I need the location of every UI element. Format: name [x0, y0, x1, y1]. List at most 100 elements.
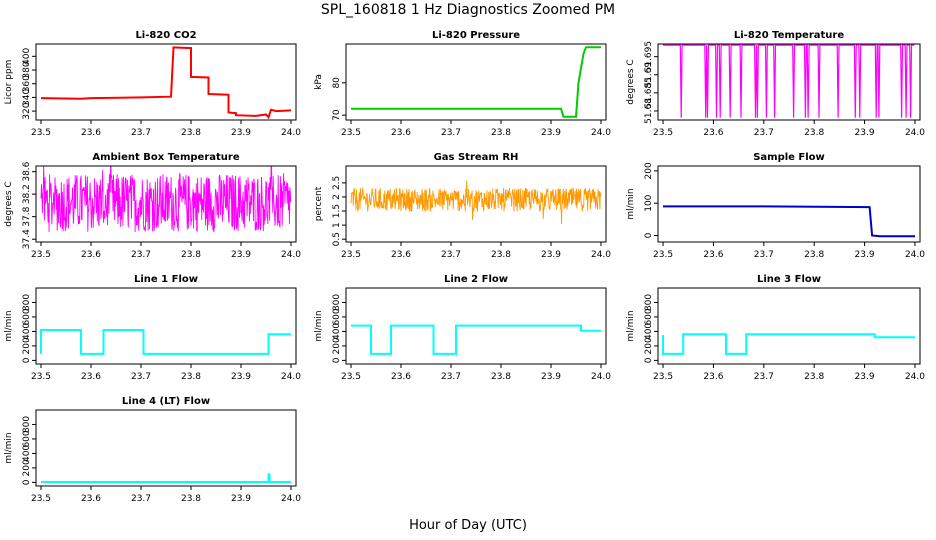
chart-line3: Line 3 Flow 23.5 23.6 23.7 23.8 23.9 24.0 0 2004… [626, 274, 925, 382]
y-axis-label: percent [314, 186, 324, 221]
plot-area [350, 180, 602, 225]
x-tick-label: 23.8 [181, 128, 201, 138]
x-tick-label: 23.7 [754, 372, 774, 382]
chart-title: Line 3 Flow [757, 274, 821, 285]
y-tick-label: 0 [332, 357, 342, 363]
chart-rh: Gas Stream RH 23.5 23.6 23.7 23.8 23.9 24.0 0.5… [314, 152, 611, 260]
x-tick-label: 24.0 [591, 372, 611, 382]
y-tick-label: 38.6 [22, 161, 32, 181]
x-tick-label: 23.9 [231, 128, 251, 138]
y-tick-label: 0 [22, 479, 32, 485]
y-tick-label: 100 [644, 194, 654, 211]
y-axis-label: ml/min [4, 432, 14, 463]
x-tick-label: 23.6 [703, 372, 723, 382]
plot-frame [35, 287, 297, 365]
plot-area [40, 166, 292, 233]
x-tick-label: 23.5 [31, 128, 51, 138]
x-tick-label: 23.7 [131, 128, 151, 138]
y-tick-label: 380 [22, 61, 32, 78]
x-tick-label: 23.6 [391, 128, 411, 138]
y-tick-label: 51.68 [644, 98, 654, 124]
x-tick-label: 24.0 [281, 372, 301, 382]
chart-title: Line 2 Flow [444, 274, 508, 285]
plot-area [663, 205, 915, 238]
y-tick-label: 0 [644, 357, 654, 363]
x-tick-label: 23.9 [541, 372, 561, 382]
chart-title: Sample Flow [753, 152, 825, 163]
y-tick-label: 38.2 [22, 184, 32, 204]
y-tick-label: 340 [22, 89, 32, 106]
y-tick-label: 51.695 [644, 41, 654, 73]
plot-area [40, 329, 291, 355]
x-tick-label: 23.8 [181, 250, 201, 260]
x-tick-label: 23.7 [131, 372, 151, 382]
plot-area [662, 44, 915, 118]
chart-line4: Line 4 (LT) Flow 23.5 23.6 23.7 23.8 23.9 24.0… [4, 396, 301, 504]
page-title: SPL_160818 1 Hz Diagnostics Zoomed PM [320, 2, 616, 18]
x-tick-label: 23.7 [131, 494, 151, 504]
plot-area [351, 324, 601, 355]
chart-ambient_temp: Ambient Box Temperature 23.5 23.6 23.7 23.8 2… [4, 152, 301, 260]
y-axis-label: degrees C [626, 59, 636, 104]
plot-frame [657, 287, 921, 365]
y-tick-label: 37.4 [22, 229, 32, 249]
y-tick-label: 200 [644, 337, 654, 354]
x-tick-label: 24.0 [281, 128, 301, 138]
x-tick-label: 23.7 [441, 128, 461, 138]
y-tick-label: 400 [332, 323, 342, 340]
x-tick-label: 23.8 [804, 128, 824, 138]
chart-title: Li-820 Pressure [432, 30, 520, 41]
x-tick-label: 23.8 [804, 372, 824, 382]
x-tick-label: 23.9 [231, 250, 251, 260]
y-tick-label: 600 [332, 308, 342, 325]
x-tick-label: 23.6 [703, 250, 723, 260]
x-tick-label: 23.8 [804, 250, 824, 260]
y-tick-label: 200 [332, 337, 342, 354]
chart-licor_temp: Li-820 Temperature 23.5 23.6 23.7 23.8 23.9 24… [626, 30, 925, 138]
y-tick-label: 800 [22, 294, 32, 311]
y-tick-label: 2.5 [332, 176, 342, 190]
y-tick-label: 70 [332, 109, 342, 121]
x-tick-label: 23.7 [754, 250, 774, 260]
chart-title: Ambient Box Temperature [92, 152, 239, 163]
plot-frame [345, 287, 607, 365]
series-line [41, 473, 291, 483]
plot-frame [657, 165, 921, 243]
chart-sample_flow: Sample Flow 23.5 23.6 23.7 23.8 23.9 24.0 0 100 2… [626, 152, 925, 260]
y-tick-label: 800 [22, 416, 32, 433]
y-tick-label: 200 [22, 337, 32, 354]
y-axis-label: Licor ppm [4, 60, 14, 105]
y-axis-label: degrees C [4, 181, 14, 226]
x-tick-label: 23.6 [81, 372, 101, 382]
y-tick-label: 200 [644, 162, 654, 179]
y-axis-label: ml/min [4, 310, 14, 341]
x-tick-label: 23.8 [181, 494, 201, 504]
y-tick-label: 400 [22, 323, 32, 340]
plot-frame [35, 409, 297, 487]
x-tick-label: 23.6 [703, 128, 723, 138]
x-tick-label: 23.7 [441, 372, 461, 382]
plot-area [40, 46, 292, 120]
x-tick-label: 24.0 [281, 494, 301, 504]
chart-title: Li-820 CO2 [135, 30, 196, 41]
plot-area [41, 473, 291, 483]
x-tick-label: 24.0 [591, 128, 611, 138]
x-tick-label: 23.6 [81, 250, 101, 260]
x-tick-label: 23.7 [754, 128, 774, 138]
x-tick-label: 23.6 [391, 372, 411, 382]
y-tick-label: 600 [22, 430, 32, 447]
y-tick-label: 80 [332, 77, 342, 89]
x-tick-label: 23.5 [341, 372, 361, 382]
y-tick-label: 0 [22, 357, 32, 363]
x-tick-label: 23.5 [31, 494, 51, 504]
series-line [662, 44, 915, 118]
x-tick-label: 23.6 [391, 250, 411, 260]
y-tick-label: 1 [332, 222, 342, 228]
y-tick-label: 400 [22, 445, 32, 462]
x-tick-label: 23.6 [81, 494, 101, 504]
plot-frame [35, 165, 297, 243]
plot-area [662, 333, 915, 355]
y-tick-label: 37.8 [22, 206, 32, 226]
y-axis-label: kPa [314, 74, 324, 90]
